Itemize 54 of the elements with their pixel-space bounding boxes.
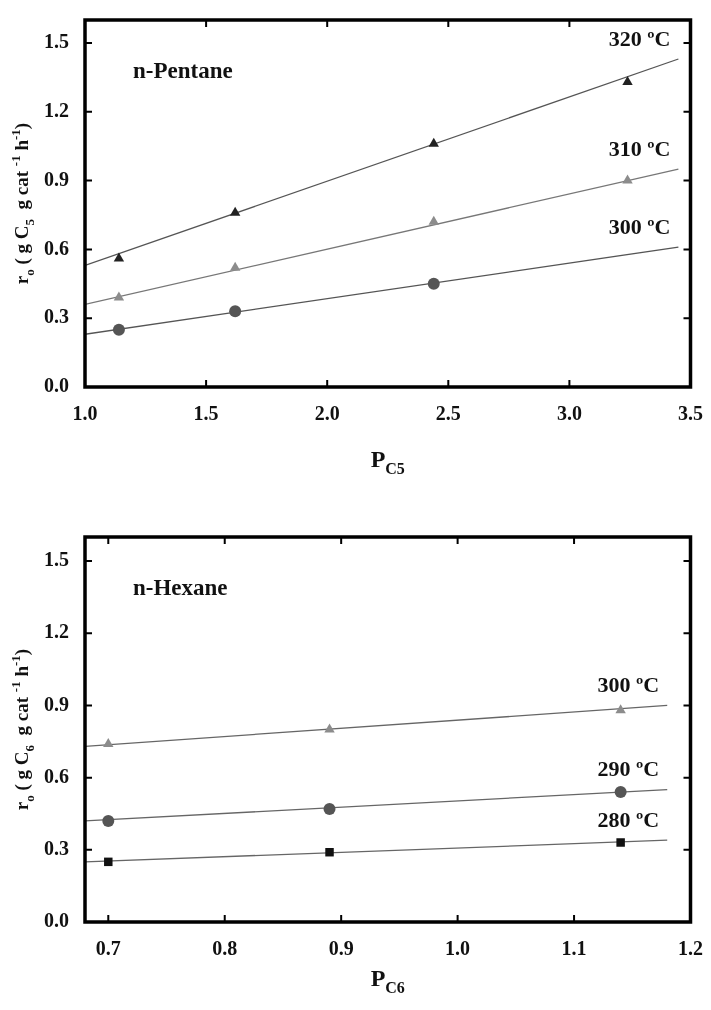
y-tick-label: 1.5 (44, 30, 69, 53)
y-tick-label: 1.2 (44, 98, 69, 121)
x-tick-label: 1.2 (678, 937, 703, 960)
point (229, 261, 241, 271)
x-tick-label: 1.0 (445, 937, 471, 960)
series-label: 320 ºC (608, 25, 671, 51)
point (427, 277, 440, 290)
y-tick-label: 1.5 (44, 548, 69, 571)
point (229, 305, 242, 318)
y-tick-label: 0.3 (44, 305, 69, 328)
point (102, 814, 115, 827)
x-tick-label: 1.0 (72, 402, 98, 425)
x-tick-label: 0.8 (212, 937, 238, 960)
y-tick-label: 0.0 (44, 909, 69, 932)
point (103, 737, 114, 747)
x-tick-label: 3.5 (678, 402, 703, 425)
text: ro ( g C5 g cat -1 h-1) (8, 122, 37, 285)
point (104, 857, 113, 867)
y-tick-label: 0.3 (44, 836, 69, 859)
x-tick-label: 1.1 (561, 937, 587, 960)
series-label: 280 ºC (597, 806, 660, 832)
y-tick-label: 0.0 (44, 374, 69, 397)
series-label: 290 ºC (597, 756, 660, 782)
point (324, 723, 335, 733)
text: n-Hexane (133, 574, 228, 600)
point (323, 802, 336, 815)
y-tick-label: 0.9 (44, 692, 69, 715)
x-tick-label: 0.9 (328, 937, 354, 960)
point (615, 704, 626, 714)
point (428, 215, 439, 225)
point (113, 252, 125, 262)
y-tick-label: 0.9 (44, 167, 69, 190)
point (622, 174, 633, 184)
point (113, 291, 125, 301)
point (614, 786, 627, 799)
y-tick-label: 1.2 (44, 620, 69, 643)
x-tick-label: 3.0 (556, 402, 582, 425)
x-tick-label: 2.0 (314, 402, 340, 425)
point (616, 838, 625, 847)
series-label: 300 ºC (608, 213, 671, 239)
y-tick-label: 0.6 (44, 236, 69, 259)
point (325, 847, 334, 857)
point (428, 137, 439, 147)
text: n-Pentane (133, 57, 233, 83)
series-label: 310 ºC (608, 135, 671, 161)
point (229, 206, 241, 216)
x-tick-label: 0.7 (95, 937, 121, 960)
x-tick-label: 2.5 (435, 402, 461, 425)
x-tick-label: 1.5 (193, 402, 219, 425)
text: ro ( g C6 g cat -1 h-1) (8, 648, 37, 811)
point (622, 75, 633, 85)
y-tick-label: 0.6 (44, 764, 69, 787)
series-label: 300 ºC (597, 672, 660, 698)
point (112, 323, 125, 336)
